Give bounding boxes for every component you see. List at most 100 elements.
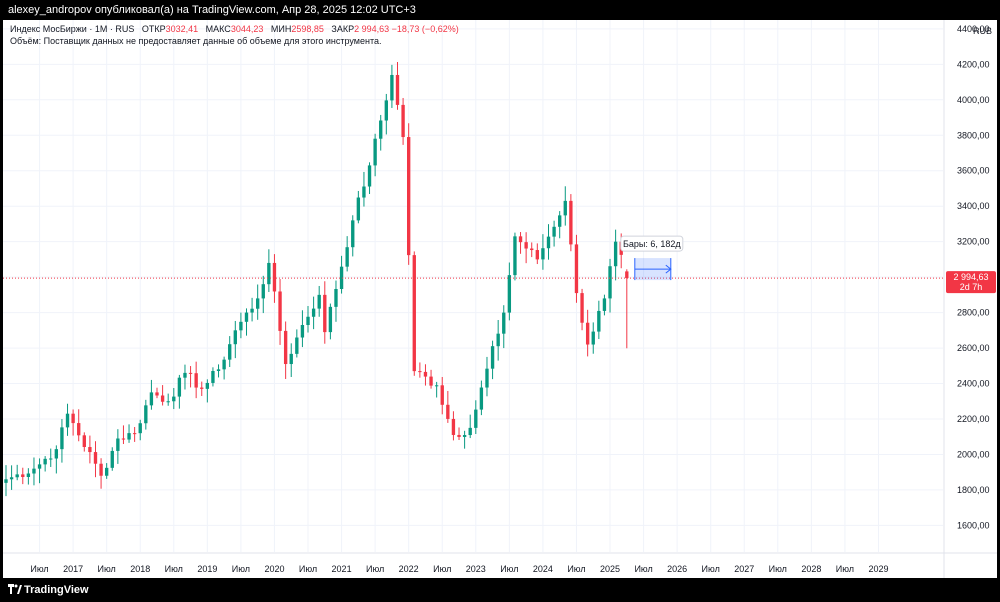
- candle-body-up: [239, 321, 243, 331]
- open-label: ОТКР: [141, 24, 166, 34]
- candle-body-up: [166, 401, 170, 403]
- y-tick-label: 4200,00: [957, 59, 990, 69]
- x-tick-label: Июл: [634, 564, 652, 574]
- candle-body-down: [188, 372, 193, 374]
- candle-body-up: [144, 405, 148, 424]
- candle-body-down: [93, 452, 98, 464]
- y-tick-label: 4400,00: [957, 24, 990, 34]
- x-tick-label: 2028: [801, 564, 821, 574]
- candle-body-down: [395, 74, 400, 105]
- candle-body-up: [306, 316, 310, 326]
- close-value: 2 994,63: [354, 24, 390, 34]
- y-tick-label: 3600,00: [957, 166, 990, 176]
- candle-body-up: [216, 369, 221, 372]
- candle-body-up: [367, 165, 372, 187]
- x-tick-label: 2029: [868, 564, 888, 574]
- candle-body-down: [457, 434, 461, 437]
- chart-frame[interactable]: [3, 20, 997, 578]
- candle-body-up: [104, 467, 109, 476]
- candle-body-up: [379, 120, 383, 139]
- candle-body-down: [429, 376, 433, 386]
- x-tick-label: Июл: [500, 564, 518, 574]
- candle-body-down: [132, 433, 137, 435]
- candle-body-up: [345, 247, 349, 267]
- candle-body-down: [446, 404, 450, 419]
- candle-body-up: [149, 392, 154, 406]
- candle-body-up: [311, 308, 316, 317]
- y-tick-label: 3800,00: [957, 130, 990, 140]
- candle-body-down: [585, 322, 590, 345]
- candle-body-up: [177, 377, 182, 397]
- candle-body-up: [468, 427, 472, 436]
- open-value: 3032,41: [165, 24, 199, 34]
- y-tick-label: 3400,00: [957, 201, 990, 211]
- candle-body-up: [490, 346, 495, 369]
- candle-body-up: [4, 479, 8, 483]
- candle-body-down: [88, 447, 92, 453]
- candle-body-up: [37, 464, 42, 469]
- currency-label[interactable]: RUB: [972, 26, 992, 36]
- y-tick-label: 1600,00: [957, 520, 990, 530]
- candle-body-up: [26, 473, 31, 478]
- candle-body-up: [211, 371, 215, 383]
- candle-body-up: [496, 333, 500, 347]
- candle-body-up: [54, 449, 59, 459]
- high-value: 3044,23: [230, 24, 264, 34]
- x-tick-label: 2025: [600, 564, 620, 574]
- candle-body-up: [205, 382, 210, 389]
- last-price-countdown: 2d 7h: [960, 282, 983, 292]
- candle-body-up: [479, 387, 484, 410]
- last-price-tag: [946, 271, 996, 294]
- candle-body-up: [434, 385, 439, 387]
- candle-body-up: [65, 413, 70, 428]
- candle-body-up: [183, 372, 187, 378]
- candle-body-up: [546, 236, 551, 249]
- tradingview-brand: TradingView: [24, 584, 89, 596]
- candle-body-down: [82, 435, 86, 448]
- y-tick-label: 2200,00: [957, 414, 990, 424]
- x-tick-label: 2017: [63, 564, 83, 574]
- x-tick-label: 2020: [264, 564, 284, 574]
- x-tick-label: Июл: [366, 564, 384, 574]
- candle-body-up: [328, 306, 333, 333]
- x-tick-label: 2024: [533, 564, 553, 574]
- candle-body-up: [233, 330, 237, 345]
- candle-body-up: [127, 433, 131, 440]
- high-label: МАКС: [205, 24, 231, 34]
- y-tick-label: 3200,00: [957, 237, 990, 247]
- publisher-text: alexey_andropov опубликовал(а) на Tradin…: [8, 4, 416, 16]
- candle-body-down: [155, 392, 159, 396]
- candle-body-down: [160, 395, 165, 402]
- candle-body-up: [261, 284, 265, 299]
- measure-label-box: [620, 235, 684, 252]
- candle-body-up: [339, 266, 344, 289]
- candle-body-up: [362, 186, 366, 198]
- y-tick-label: 2600,00: [957, 343, 990, 353]
- ohlc-legend: Индекс МосБиржи · 1М · RUS ОТКР3032,41 М…: [10, 24, 459, 34]
- x-tick-label: Июл: [232, 564, 250, 574]
- x-tick-label: 2019: [197, 564, 217, 574]
- candle-body-up: [591, 331, 595, 345]
- candle-body-down: [99, 463, 103, 476]
- x-tick-label: 2027: [734, 564, 754, 574]
- x-tick-label: Июл: [165, 564, 183, 574]
- candle-body-up: [244, 312, 249, 322]
- low-value: 2598,85: [291, 24, 324, 34]
- candle-body-up: [43, 458, 47, 465]
- y-tick-label: 2000,00: [957, 449, 990, 459]
- candle-body-down: [569, 200, 573, 245]
- candle-body-up: [513, 236, 517, 276]
- candle-body-up: [138, 423, 142, 434]
- candle-body-up: [110, 450, 114, 468]
- candle-body-up: [255, 298, 260, 309]
- candle-body-up: [222, 359, 226, 370]
- y-tick-label: 1800,00: [957, 485, 990, 495]
- x-tick-label: 2022: [399, 564, 419, 574]
- candle-body-up: [250, 308, 254, 313]
- candle-body-up: [462, 435, 467, 437]
- x-tick-label: Июл: [299, 564, 317, 574]
- candle-body-up: [49, 458, 53, 460]
- candle-body-up: [613, 241, 618, 267]
- candle-body-up: [384, 100, 388, 121]
